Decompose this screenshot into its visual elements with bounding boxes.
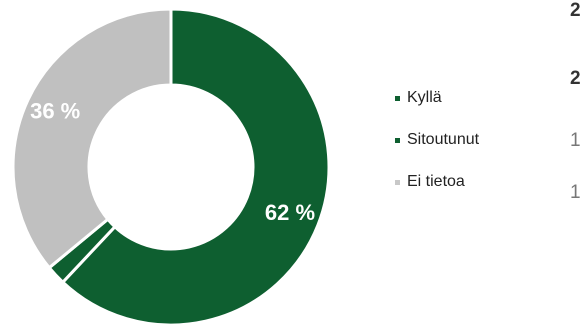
cut-off-text-3: 1 xyxy=(570,130,581,151)
slice-kyll- xyxy=(60,7,331,325)
cut-off-text-4: 1 xyxy=(570,182,581,203)
legend-marker-ei-tietoa xyxy=(395,179,400,185)
donut-chart: 62 % 36 % xyxy=(11,7,331,325)
cut-off-column: 2 2 1 1 xyxy=(570,0,583,325)
slice-ei-tietoa xyxy=(11,7,173,270)
legend-label-ei-tietoa: Ei tietoa xyxy=(407,173,465,190)
legend: Kyllä Sitoutunut Ei tietoa xyxy=(395,88,479,214)
legend-item-kylla: Kyllä xyxy=(395,88,479,108)
legend-item-sitoutunut: Sitoutunut xyxy=(395,130,479,150)
slice-label-ei-tietoa: 36 % xyxy=(30,98,80,123)
legend-label-sitoutunut: Sitoutunut xyxy=(407,131,480,148)
cut-off-text-2: 2 xyxy=(570,68,581,89)
legend-marker-kylla xyxy=(395,95,400,101)
slice-label-kyll-: 62 % xyxy=(265,200,315,225)
legend-label-kylla: Kyllä xyxy=(407,89,442,106)
cut-off-text-1: 2 xyxy=(570,0,581,21)
legend-marker-sitoutunut xyxy=(395,137,400,143)
legend-item-ei-tietoa: Ei tietoa xyxy=(395,172,479,192)
